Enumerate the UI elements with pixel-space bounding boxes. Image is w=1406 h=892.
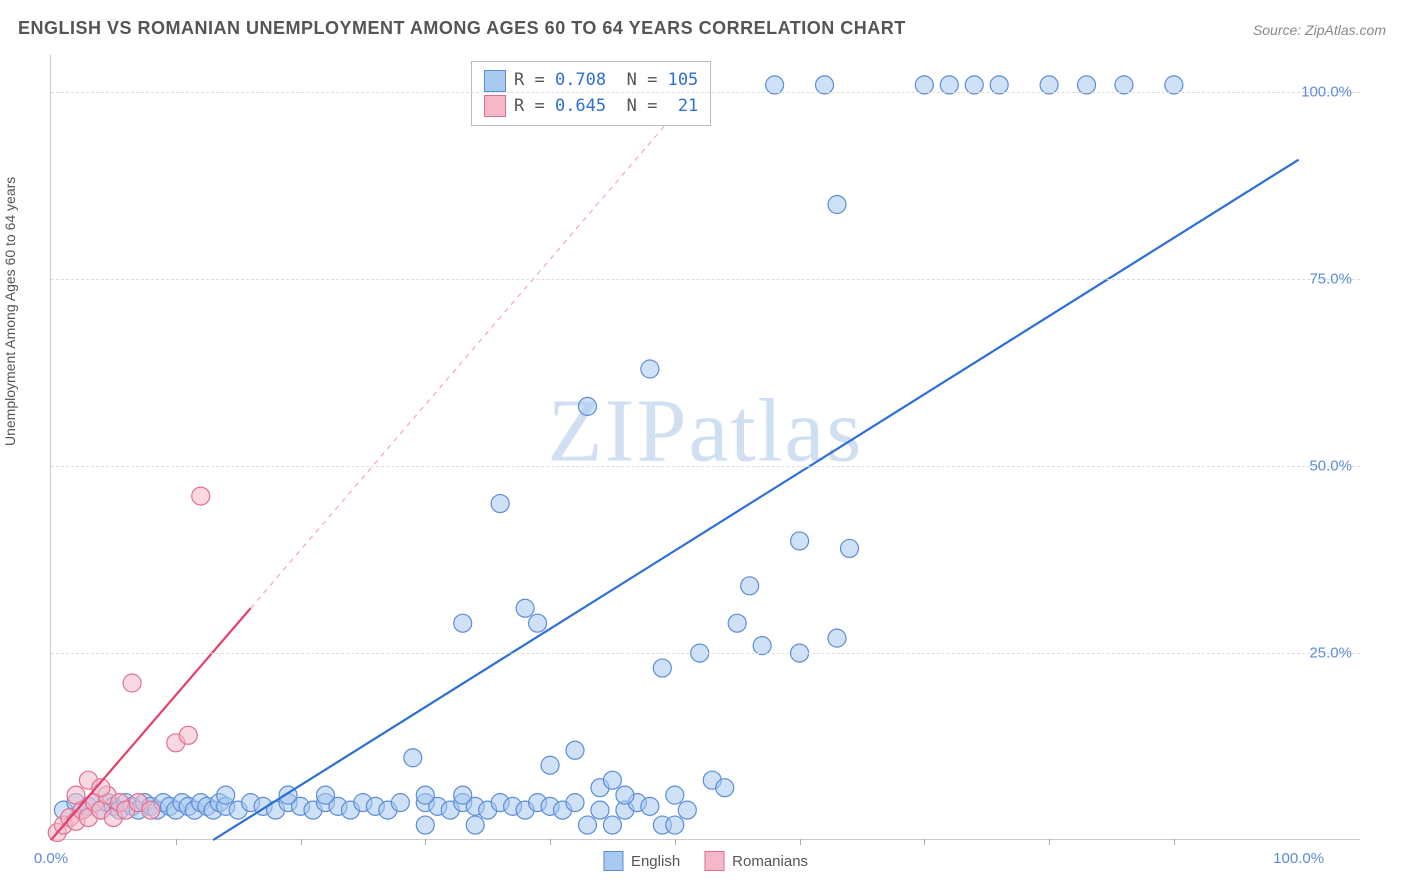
data-point <box>1078 76 1096 94</box>
y-tick-label: 75.0% <box>1309 271 1352 288</box>
data-point <box>217 786 235 804</box>
x-minor-tick <box>425 839 426 845</box>
data-point <box>666 816 684 834</box>
x-minor-tick <box>675 839 676 845</box>
source-attribution: Source: ZipAtlas.com <box>1253 22 1386 38</box>
data-point <box>603 771 621 789</box>
gridline-h <box>51 92 1360 93</box>
data-point <box>990 76 1008 94</box>
data-point <box>616 786 634 804</box>
data-point <box>404 749 422 767</box>
x-minor-tick <box>924 839 925 845</box>
data-point <box>1040 76 1058 94</box>
data-point <box>566 794 584 812</box>
data-point <box>142 801 160 819</box>
x-minor-tick <box>301 839 302 845</box>
stats-text: R = 0.645 N = 21 <box>514 94 698 120</box>
data-point <box>454 614 472 632</box>
y-tick-label: 50.0% <box>1309 458 1352 475</box>
scatter-chart <box>51 55 1360 839</box>
data-point <box>753 637 771 655</box>
stats-row: R = 0.645 N = 21 <box>484 94 698 120</box>
data-point <box>940 76 958 94</box>
regression-line <box>213 160 1298 840</box>
data-point <box>541 756 559 774</box>
data-point <box>529 614 547 632</box>
data-point <box>678 801 696 819</box>
y-tick-label: 100.0% <box>1301 84 1352 101</box>
legend-item: Romanians <box>704 851 808 871</box>
data-point <box>828 196 846 214</box>
data-point <box>603 816 621 834</box>
x-minor-tick <box>550 839 551 845</box>
data-point <box>915 76 933 94</box>
x-tick-label: 100.0% <box>1273 850 1324 867</box>
legend-label: Romanians <box>732 853 808 870</box>
legend-label: English <box>631 853 680 870</box>
gridline-h <box>51 653 1360 654</box>
data-point <box>716 779 734 797</box>
data-point <box>1115 76 1133 94</box>
data-point <box>666 786 684 804</box>
data-point <box>516 599 534 617</box>
regression-line-extension <box>251 85 700 608</box>
data-point <box>791 532 809 550</box>
data-point <box>840 539 858 557</box>
data-point <box>67 786 85 804</box>
data-point <box>653 659 671 677</box>
data-point <box>466 816 484 834</box>
data-point <box>179 726 197 744</box>
gridline-h <box>51 279 1360 280</box>
data-point <box>454 786 472 804</box>
gridline-h <box>51 466 1360 467</box>
data-point <box>566 741 584 759</box>
data-point <box>741 577 759 595</box>
data-point <box>416 786 434 804</box>
stats-text: R = 0.708 N = 105 <box>514 68 698 94</box>
legend-swatch <box>484 70 506 92</box>
chart-legend: English Romanians <box>603 851 808 871</box>
y-tick-label: 25.0% <box>1309 645 1352 662</box>
chart-title: ENGLISH VS ROMANIAN UNEMPLOYMENT AMONG A… <box>18 18 906 39</box>
data-point <box>578 397 596 415</box>
data-point <box>766 76 784 94</box>
stats-row: R = 0.708 N = 105 <box>484 68 698 94</box>
data-point <box>316 786 334 804</box>
x-tick-label: 0.0% <box>34 850 68 867</box>
data-point <box>816 76 834 94</box>
data-point <box>641 797 659 815</box>
data-point <box>728 614 746 632</box>
y-axis-label: Unemployment Among Ages 60 to 64 years <box>2 177 18 446</box>
x-minor-tick <box>176 839 177 845</box>
chart-plot-area: ZIPatlas R = 0.708 N = 105R = 0.645 N = … <box>50 55 1360 840</box>
data-point <box>192 487 210 505</box>
legend-swatch <box>603 851 623 871</box>
x-minor-tick <box>800 839 801 845</box>
data-point <box>578 816 596 834</box>
correlation-stats-box: R = 0.708 N = 105R = 0.645 N = 21 <box>471 61 711 126</box>
data-point <box>591 801 609 819</box>
data-point <box>965 76 983 94</box>
data-point <box>1165 76 1183 94</box>
data-point <box>123 674 141 692</box>
legend-swatch <box>704 851 724 871</box>
legend-item: English <box>603 851 680 871</box>
source-label: Source: <box>1253 22 1301 38</box>
x-minor-tick <box>1049 839 1050 845</box>
data-point <box>416 816 434 834</box>
data-point <box>491 495 509 513</box>
source-value: ZipAtlas.com <box>1305 22 1386 38</box>
data-point <box>828 629 846 647</box>
x-minor-tick <box>1174 839 1175 845</box>
legend-swatch <box>484 95 506 117</box>
data-point <box>641 360 659 378</box>
data-point <box>391 794 409 812</box>
